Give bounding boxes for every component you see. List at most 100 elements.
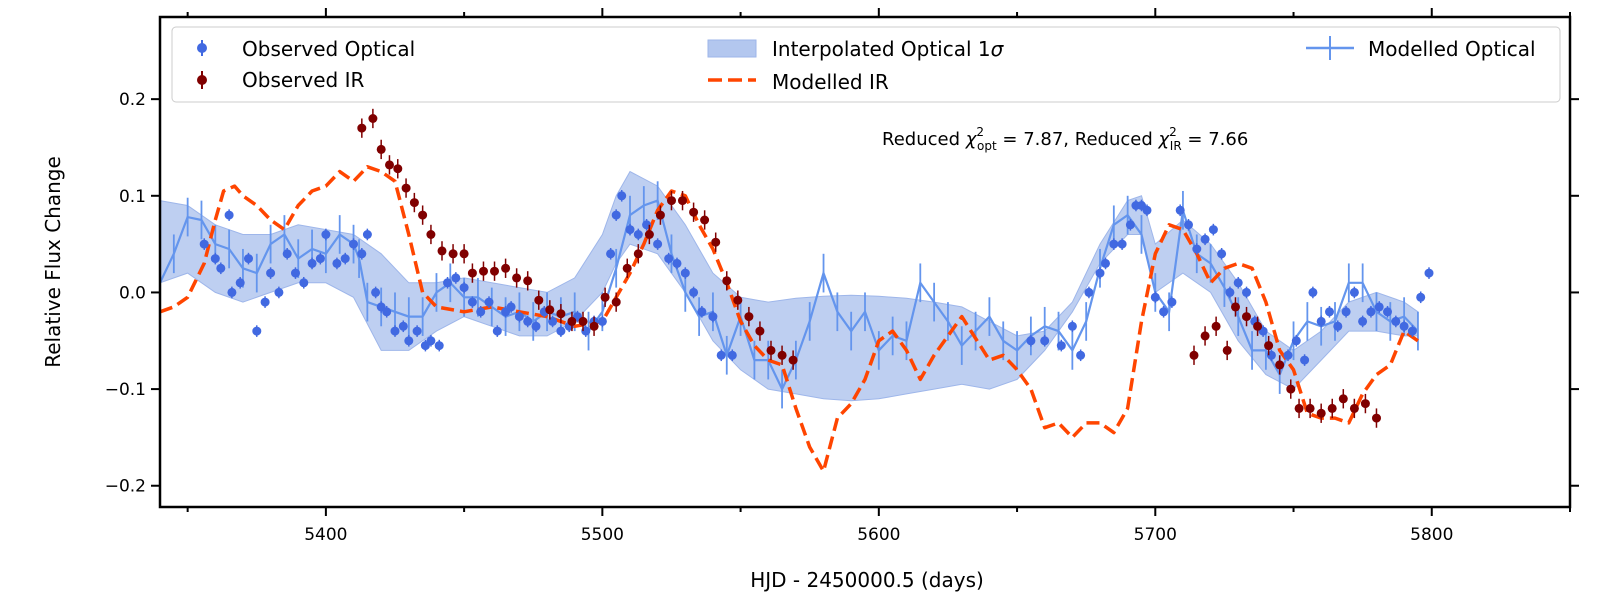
observed-optical-point: [459, 283, 469, 293]
observed-ir-point: [545, 305, 555, 315]
observed-optical-point: [260, 297, 270, 307]
observed-ir-point: [711, 237, 721, 247]
observed-optical-point: [382, 307, 392, 317]
observed-optical-point: [1308, 287, 1318, 297]
observed-ir-point: [644, 230, 654, 239]
modelled-ir-line: [159, 165, 1419, 473]
observed-ir-point: [1316, 408, 1326, 418]
observed-optical-point: [390, 326, 400, 336]
observed-optical-point: [467, 297, 477, 307]
observed-optical-point: [611, 210, 621, 220]
observed-ir-point: [512, 273, 522, 283]
observed-optical-point: [1167, 297, 1177, 307]
observed-optical-point: [727, 350, 737, 360]
observed-ir-point: [766, 345, 776, 355]
observed-optical-point: [315, 254, 325, 264]
legend-interpolated-prefix: Interpolated Optical 1: [772, 37, 991, 61]
observed-ir-point: [788, 355, 798, 365]
observed-optical-point: [1095, 268, 1105, 278]
observed-ir-point: [1286, 384, 1296, 394]
y-tick-label: −0.1: [105, 380, 146, 400]
observed-optical-point: [1341, 307, 1351, 317]
observed-optical-point: [492, 326, 502, 336]
observed-optical-point: [307, 258, 317, 268]
x-tick-label: 5400: [304, 525, 347, 545]
observed-optical-point: [224, 210, 234, 220]
observed-optical-point: [1316, 316, 1326, 326]
observed-optical-point: [1117, 239, 1127, 249]
observed-ir-point: [689, 207, 699, 217]
y-tick-label: 0.0: [119, 283, 146, 303]
observed-optical-point: [1424, 268, 1434, 278]
observed-optical-point: [1101, 258, 1110, 268]
observed-ir-point: [1242, 312, 1251, 322]
legend-modelled-ir-label: Modelled IR: [772, 70, 889, 94]
observed-optical-point: [340, 254, 350, 264]
annot-part-2: = 7.87, Reduced: [997, 129, 1159, 150]
observed-ir-point: [1349, 403, 1359, 413]
observed-ir-point: [393, 164, 403, 174]
observed-optical-point: [1325, 307, 1334, 317]
y-tick-label: −0.2: [105, 477, 146, 497]
axis-ticks: 5400 5500 5600 5700 5800 −0.2 −0.1 0.0 0.1 0.2: [105, 8, 1579, 545]
legend: Observed Optical Observed IR Interpolate…: [171, 26, 1561, 103]
x-tick-label: 5500: [581, 525, 624, 545]
observed-ir-point: [1338, 394, 1348, 404]
observed-ir-point: [1294, 403, 1304, 413]
annot-sub-ir: IR: [1170, 139, 1182, 153]
annot-chi-1: χ: [965, 129, 978, 150]
observed-optical-point: [266, 268, 276, 278]
observed-ir-point: [1264, 341, 1274, 351]
observed-optical-point: [689, 287, 699, 297]
observed-optical-point: [1242, 287, 1251, 297]
legend-interpolated-band-swatch: [707, 39, 757, 58]
observed-ir-point: [401, 183, 411, 193]
x-tick-label: 5800: [1410, 525, 1453, 545]
observed-ir-point: [700, 215, 710, 225]
observed-optical-point: [680, 268, 690, 278]
observed-optical-point: [235, 278, 245, 288]
observed-ir-point: [622, 263, 632, 273]
observed-ir-point: [556, 309, 566, 319]
observed-optical-point: [1349, 287, 1359, 297]
observed-optical-point: [531, 321, 541, 331]
observed-optical-point: [1391, 316, 1401, 326]
observed-ir-point: [479, 266, 488, 276]
observed-ir-point: [409, 198, 419, 208]
observed-ir-point: [733, 295, 743, 305]
legend-interpolated-label: Interpolated Optical 1σ: [772, 37, 1005, 61]
observed-optical-point: [484, 297, 494, 307]
observed-optical-point: [282, 249, 292, 259]
observed-optical-point: [362, 230, 372, 239]
legend-modelled-optical-label: Modelled Optical: [1368, 37, 1536, 61]
observed-optical-point: [398, 321, 408, 331]
observed-optical-point: [653, 239, 663, 249]
observed-optical-point: [252, 326, 262, 336]
observed-ir-point: [611, 297, 621, 307]
interpolated-optical-band-layer: [159, 170, 1419, 402]
observed-optical-point: [274, 287, 284, 297]
observed-ir-point: [655, 210, 665, 220]
observed-ir-point: [448, 249, 458, 259]
observed-ir-point: [418, 210, 428, 220]
observed-optical-point: [1233, 278, 1243, 288]
observed-optical-point: [244, 254, 253, 264]
observed-optical-layer: [199, 189, 1434, 371]
observed-optical-point: [357, 249, 367, 259]
observed-optical-point: [1300, 355, 1310, 365]
observed-ir-point: [1222, 345, 1232, 355]
observed-optical-point: [1283, 350, 1293, 360]
observed-optical-point: [617, 191, 627, 201]
annot-part-1: Reduced: [882, 129, 966, 150]
observed-optical-point: [633, 230, 643, 239]
observed-optical-point: [1040, 336, 1050, 346]
y-tick-label: 0.1: [119, 187, 146, 207]
observed-ir-point: [459, 249, 469, 259]
observed-optical-point: [1333, 321, 1343, 331]
observed-ir-point: [1275, 360, 1285, 370]
x-tick-label: 5600: [857, 525, 900, 545]
observed-ir-point: [467, 268, 477, 278]
observed-ir-point: [633, 249, 643, 259]
observed-optical-point: [708, 312, 718, 322]
